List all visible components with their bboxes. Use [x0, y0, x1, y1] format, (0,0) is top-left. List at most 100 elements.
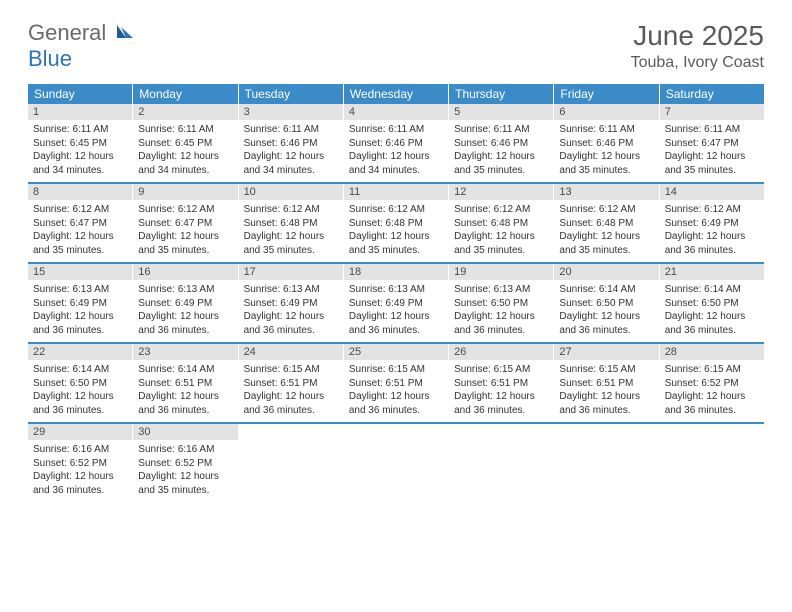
daylight-line2: and 34 minutes.	[244, 164, 338, 178]
day-number: 13	[554, 184, 658, 200]
daylight-line2: and 36 minutes.	[244, 404, 338, 418]
daylight-line2: and 36 minutes.	[454, 404, 548, 418]
sunset: Sunset: 6:47 PM	[138, 217, 232, 231]
sunrise: Sunrise: 6:11 AM	[559, 123, 653, 137]
calendar-cell: 5Sunrise: 6:11 AMSunset: 6:46 PMDaylight…	[449, 104, 554, 182]
day-number: 12	[449, 184, 553, 200]
day-info: Sunrise: 6:12 AMSunset: 6:48 PMDaylight:…	[554, 200, 658, 260]
calendar-cell	[449, 424, 554, 502]
sunset: Sunset: 6:50 PM	[665, 297, 759, 311]
sunset: Sunset: 6:48 PM	[244, 217, 338, 231]
calendar-cell: 23Sunrise: 6:14 AMSunset: 6:51 PMDayligh…	[133, 344, 238, 422]
day-number: 1	[28, 104, 132, 120]
sunset: Sunset: 6:51 PM	[349, 377, 443, 391]
weekday-tue: Tuesday	[239, 84, 344, 104]
daylight-line2: and 36 minutes.	[349, 324, 443, 338]
logo-text-general: General	[28, 20, 106, 45]
calendar-page: General Blue June 2025 Touba, Ivory Coas…	[0, 0, 792, 522]
daylight-line1: Daylight: 12 hours	[349, 150, 443, 164]
sunrise: Sunrise: 6:14 AM	[33, 363, 127, 377]
daylight-line1: Daylight: 12 hours	[244, 310, 338, 324]
daylight-line1: Daylight: 12 hours	[454, 150, 548, 164]
calendar-cell: 27Sunrise: 6:15 AMSunset: 6:51 PMDayligh…	[554, 344, 659, 422]
daylight-line2: and 36 minutes.	[33, 484, 127, 498]
calendar-cell: 22Sunrise: 6:14 AMSunset: 6:50 PMDayligh…	[28, 344, 133, 422]
day-number: 20	[554, 264, 658, 280]
sunrise: Sunrise: 6:16 AM	[138, 443, 232, 457]
day-number: 21	[660, 264, 764, 280]
daylight-line2: and 36 minutes.	[138, 324, 232, 338]
day-number: 30	[133, 424, 237, 440]
calendar-week: 8Sunrise: 6:12 AMSunset: 6:47 PMDaylight…	[28, 184, 764, 264]
daylight-line2: and 35 minutes.	[665, 164, 759, 178]
daylight-line2: and 36 minutes.	[454, 324, 548, 338]
day-number: 16	[133, 264, 237, 280]
sunset: Sunset: 6:48 PM	[454, 217, 548, 231]
daylight-line1: Daylight: 12 hours	[349, 230, 443, 244]
daylight-line2: and 35 minutes.	[33, 244, 127, 258]
weekday-sun: Sunday	[28, 84, 133, 104]
day-info: Sunrise: 6:12 AMSunset: 6:48 PMDaylight:…	[344, 200, 448, 260]
daylight-line2: and 36 minutes.	[665, 404, 759, 418]
day-info: Sunrise: 6:15 AMSunset: 6:52 PMDaylight:…	[660, 360, 764, 420]
calendar-cell: 21Sunrise: 6:14 AMSunset: 6:50 PMDayligh…	[660, 264, 764, 342]
weekday-mon: Monday	[133, 84, 238, 104]
day-number: 25	[344, 344, 448, 360]
calendar-cell: 29Sunrise: 6:16 AMSunset: 6:52 PMDayligh…	[28, 424, 133, 502]
daylight-line1: Daylight: 12 hours	[33, 310, 127, 324]
sunset: Sunset: 6:49 PM	[138, 297, 232, 311]
day-number: 3	[239, 104, 343, 120]
day-number: 19	[449, 264, 553, 280]
daylight-line1: Daylight: 12 hours	[33, 150, 127, 164]
daylight-line2: and 36 minutes.	[559, 324, 653, 338]
sunset: Sunset: 6:50 PM	[454, 297, 548, 311]
daylight-line2: and 35 minutes.	[559, 164, 653, 178]
day-number: 4	[344, 104, 448, 120]
day-number: 26	[449, 344, 553, 360]
calendar-cell: 6Sunrise: 6:11 AMSunset: 6:46 PMDaylight…	[554, 104, 659, 182]
day-info: Sunrise: 6:12 AMSunset: 6:48 PMDaylight:…	[449, 200, 553, 260]
sunset: Sunset: 6:52 PM	[138, 457, 232, 471]
sunrise: Sunrise: 6:12 AM	[665, 203, 759, 217]
day-number: 17	[239, 264, 343, 280]
sunrise: Sunrise: 6:15 AM	[349, 363, 443, 377]
sunrise: Sunrise: 6:12 AM	[138, 203, 232, 217]
sunrise: Sunrise: 6:15 AM	[665, 363, 759, 377]
sunset: Sunset: 6:52 PM	[33, 457, 127, 471]
daylight-line2: and 34 minutes.	[33, 164, 127, 178]
daylight-line2: and 36 minutes.	[665, 324, 759, 338]
weekday-thu: Thursday	[449, 84, 554, 104]
sunset: Sunset: 6:46 PM	[559, 137, 653, 151]
day-info: Sunrise: 6:11 AMSunset: 6:45 PMDaylight:…	[133, 120, 237, 180]
daylight-line2: and 35 minutes.	[454, 244, 548, 258]
title-block: June 2025 Touba, Ivory Coast	[631, 20, 764, 72]
calendar-cell: 14Sunrise: 6:12 AMSunset: 6:49 PMDayligh…	[660, 184, 764, 262]
sunset: Sunset: 6:49 PM	[349, 297, 443, 311]
sunrise: Sunrise: 6:15 AM	[244, 363, 338, 377]
calendar-cell: 1Sunrise: 6:11 AMSunset: 6:45 PMDaylight…	[28, 104, 133, 182]
daylight-line1: Daylight: 12 hours	[138, 150, 232, 164]
day-number: 6	[554, 104, 658, 120]
daylight-line1: Daylight: 12 hours	[454, 390, 548, 404]
sunrise: Sunrise: 6:12 AM	[454, 203, 548, 217]
day-info: Sunrise: 6:14 AMSunset: 6:51 PMDaylight:…	[133, 360, 237, 420]
daylight-line1: Daylight: 12 hours	[33, 390, 127, 404]
sunrise: Sunrise: 6:13 AM	[33, 283, 127, 297]
calendar-cell	[239, 424, 344, 502]
calendar-cell: 10Sunrise: 6:12 AMSunset: 6:48 PMDayligh…	[239, 184, 344, 262]
sunset: Sunset: 6:49 PM	[33, 297, 127, 311]
day-info: Sunrise: 6:12 AMSunset: 6:47 PMDaylight:…	[28, 200, 132, 260]
day-number: 15	[28, 264, 132, 280]
day-info: Sunrise: 6:12 AMSunset: 6:48 PMDaylight:…	[239, 200, 343, 260]
daylight-line2: and 36 minutes.	[33, 324, 127, 338]
day-number: 22	[28, 344, 132, 360]
day-info: Sunrise: 6:12 AMSunset: 6:47 PMDaylight:…	[133, 200, 237, 260]
daylight-line2: and 35 minutes.	[244, 244, 338, 258]
calendar-cell: 4Sunrise: 6:11 AMSunset: 6:46 PMDaylight…	[344, 104, 449, 182]
daylight-line2: and 35 minutes.	[138, 484, 232, 498]
sunrise: Sunrise: 6:12 AM	[559, 203, 653, 217]
daylight-line1: Daylight: 12 hours	[244, 390, 338, 404]
sunset: Sunset: 6:47 PM	[33, 217, 127, 231]
day-number: 28	[660, 344, 764, 360]
daylight-line1: Daylight: 12 hours	[244, 230, 338, 244]
